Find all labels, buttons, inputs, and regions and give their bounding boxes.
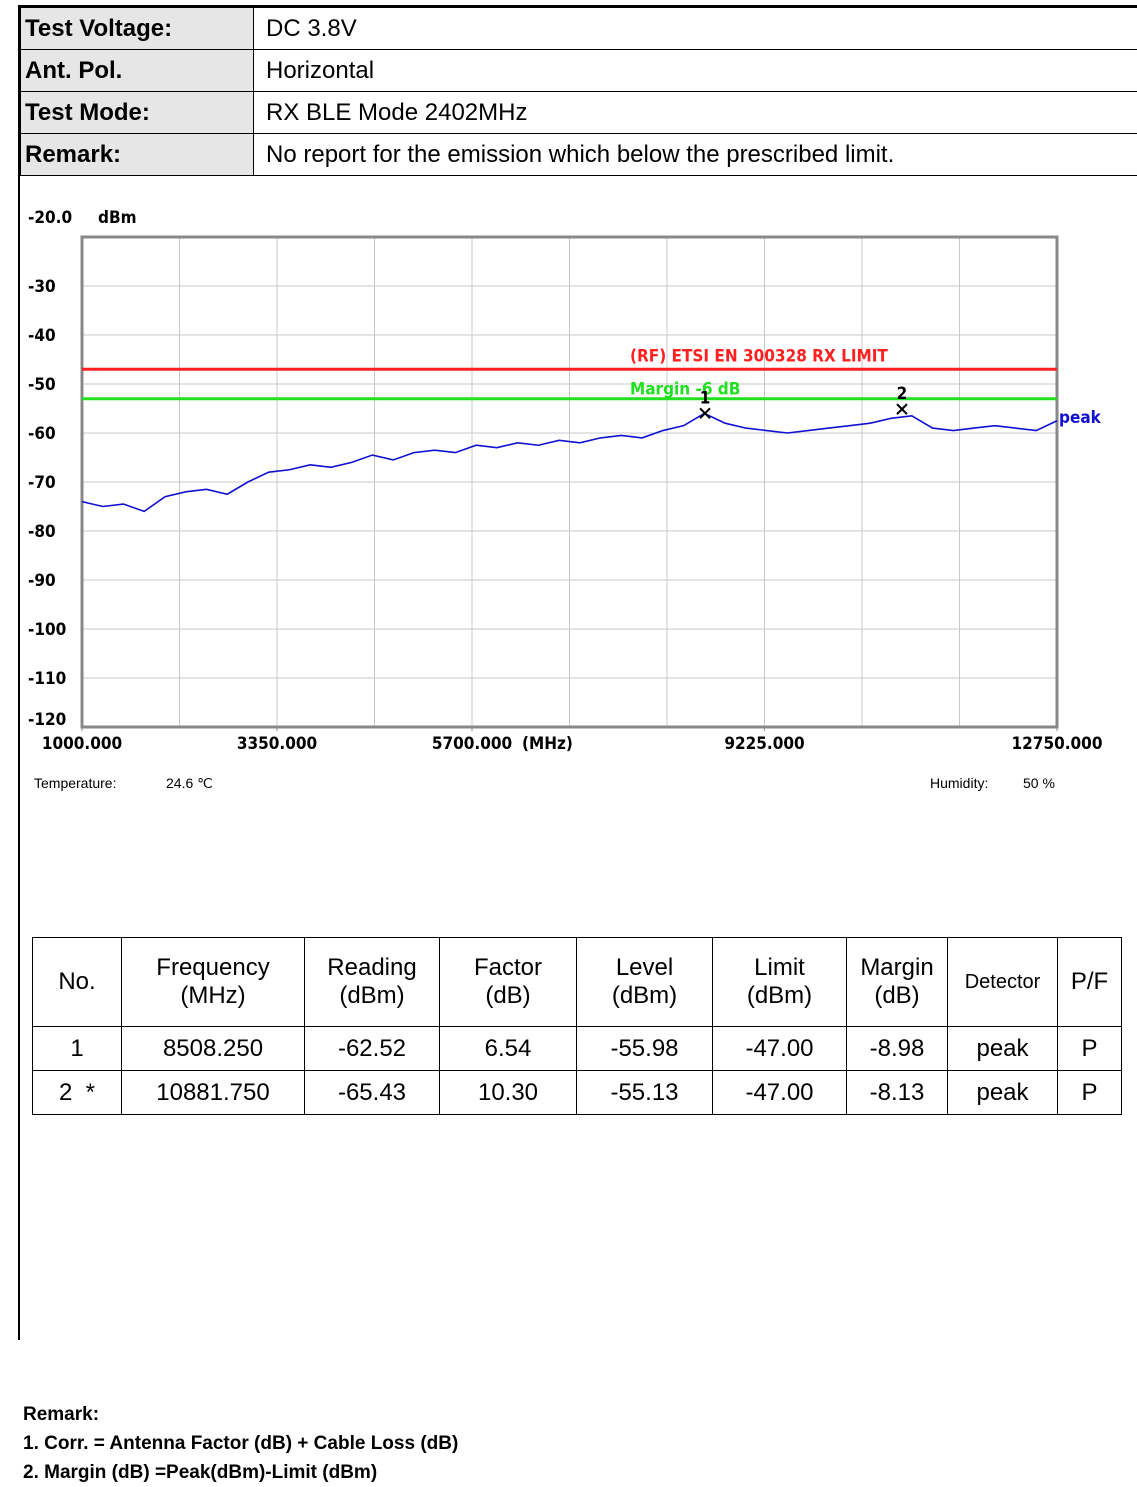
header-cell: Detector (948, 938, 1058, 1027)
temp: 24.6 ℃ (166, 775, 213, 792)
header-cell: No. (33, 938, 122, 1027)
header-cell: P/F (1058, 938, 1122, 1027)
info-key: Test Voltage: (21, 8, 254, 50)
info-value: DC 3.8V (254, 8, 1137, 50)
cell: -62.52 (305, 1027, 440, 1071)
info-row: Remark:No report for the emission which … (21, 134, 1137, 176)
hum-label: Humidity: (930, 775, 988, 791)
x-tick-label: 12750.000 (1012, 734, 1103, 754)
cell: 1 (33, 1027, 122, 1071)
cell: P (1058, 1071, 1122, 1115)
y-tick-label: -120 (28, 710, 66, 730)
result-table: No.Frequency (MHz)Reading (dBm)Factor (d… (32, 937, 1122, 1115)
info-value: Horizontal (254, 50, 1137, 92)
x-tick-label: 1000.000 (42, 734, 122, 754)
cell: -47.00 (713, 1071, 847, 1115)
x-tick-label: 5700.000 (432, 734, 512, 754)
remark-line: Remark: (23, 1400, 458, 1429)
y-tick-label: -90 (28, 571, 56, 591)
info-row: Test Mode:RX BLE Mode 2402MHz (21, 92, 1137, 134)
cell: -47.00 (713, 1027, 847, 1071)
cell: 8508.250 (122, 1027, 305, 1071)
remarks: Remark:1. Corr. = Antenna Factor (dB) + … (23, 1400, 458, 1487)
marker-label: 1 (700, 388, 711, 408)
y-tick-label: -30 (28, 277, 56, 297)
remark-line: 2. Margin (dB) =Peak(dBm)-Limit (dBm) (23, 1458, 458, 1487)
cell: -65.43 (305, 1071, 440, 1115)
cell: peak (948, 1027, 1058, 1071)
cell: -8.98 (847, 1027, 948, 1071)
cell: -55.98 (577, 1027, 713, 1071)
cell: -8.13 (847, 1071, 948, 1115)
y-tick-label: -60 (28, 424, 56, 444)
hum: 50 % (1023, 775, 1055, 791)
cell: P (1058, 1027, 1122, 1071)
cell: 6.54 (440, 1027, 577, 1071)
info-key: Remark: (21, 134, 254, 176)
header-cell: Reading (dBm) (305, 938, 440, 1027)
info-row: Ant. Pol.Horizontal (21, 50, 1137, 92)
marker (700, 408, 710, 418)
y-tick-label: -110 (28, 669, 66, 689)
header-cell: Factor (dB) (440, 938, 577, 1027)
x-tick-label: 9225.000 (724, 734, 804, 754)
info-key: Ant. Pol. (21, 50, 254, 92)
temp-label: Temperature: (34, 775, 116, 791)
y-tick-label: -40 (28, 326, 56, 346)
chart: -20.0 -30 -40 -50 -60 -70 -80 -90 -100 -110 -120 dB… (20, 197, 1137, 957)
y-tick-label: -50 (28, 375, 56, 395)
legend-label: peak (1059, 408, 1102, 428)
info-row: Test Voltage:DC 3.8V (21, 8, 1137, 50)
header-cell: Limit (dBm) (713, 938, 847, 1027)
x-tick-label: 3350.000 (237, 734, 317, 754)
y-tick-label: -70 (28, 473, 56, 493)
x-unit: (MHz) (522, 734, 573, 754)
limit-label: (RF) ETSI EN 300328 RX LIMIT (630, 346, 888, 366)
page: {"header":{"rows":[["Test Voltage:","DC … (0, 0, 1137, 1340)
y-tick-label: -20.0 (28, 208, 72, 228)
y-unit: dBm (98, 208, 137, 228)
header-cell: Level (dBm) (577, 938, 713, 1027)
cell: -55.13 (577, 1071, 713, 1115)
y-tick-label: -100 (28, 620, 66, 640)
y-tick-label: -80 (28, 522, 56, 542)
cell: 10881.750 (122, 1071, 305, 1115)
cell: peak (948, 1071, 1058, 1115)
info-value: RX BLE Mode 2402MHz (254, 92, 1137, 134)
remark-line: 1. Corr. = Antenna Factor (dB) + Cable L… (23, 1429, 458, 1458)
limit-label: Margin -6 dB (630, 380, 740, 400)
marker-label: 2 (897, 384, 908, 404)
info-value: No report for the emission which below t… (254, 134, 1137, 176)
info-key: Test Mode: (21, 92, 254, 134)
cell: 10.30 (440, 1071, 577, 1115)
marker (897, 404, 907, 414)
cell: 2 * (33, 1071, 122, 1115)
header-cell: Margin (dB) (847, 938, 948, 1027)
header-cell: Frequency (MHz) (122, 938, 305, 1027)
environment: Temperature: 24.6 ℃ Humidity: 50 % (20, 775, 1137, 795)
header-row: No.Frequency (MHz)Reading (dBm)Factor (d… (33, 938, 1122, 1027)
